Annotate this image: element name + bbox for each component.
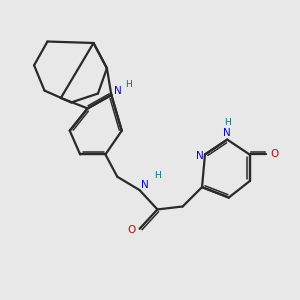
Text: H: H [125, 80, 132, 89]
Text: N: N [114, 86, 122, 96]
Text: O: O [127, 225, 135, 235]
Text: N: N [224, 128, 231, 138]
Text: N: N [141, 180, 149, 190]
Text: O: O [270, 149, 278, 160]
Text: H: H [154, 171, 161, 180]
Text: N: N [196, 151, 203, 161]
Text: H: H [224, 118, 231, 127]
